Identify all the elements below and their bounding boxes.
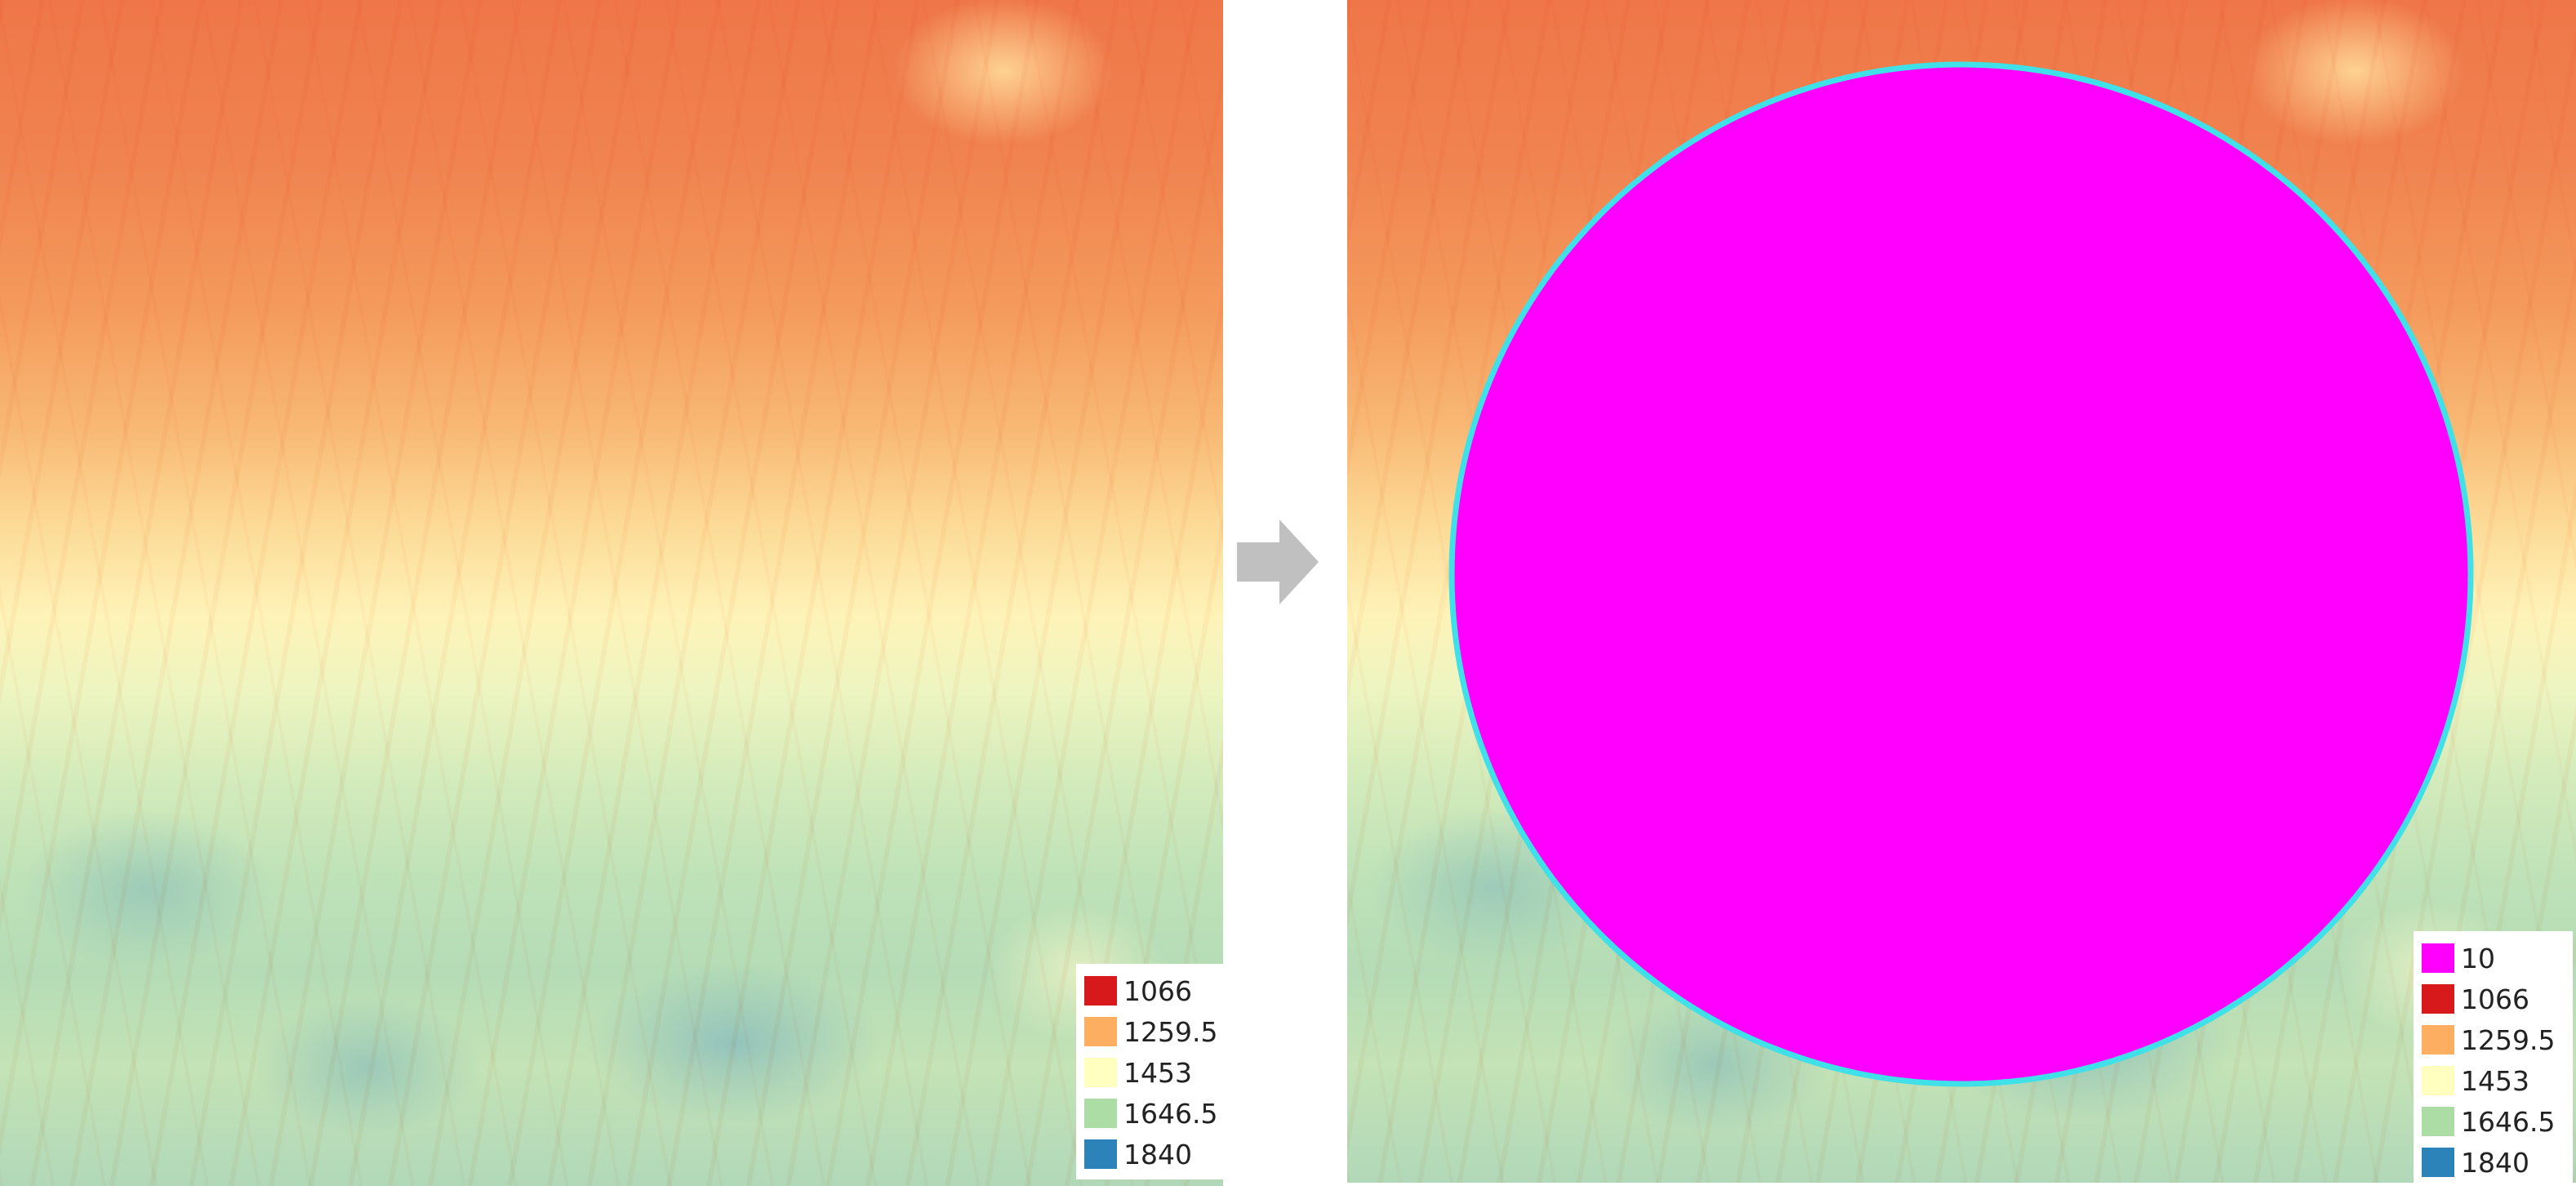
legend-swatch bbox=[1084, 1058, 1117, 1087]
legend-item: 1453 bbox=[2422, 1060, 2565, 1101]
buffer-circle bbox=[1448, 61, 2474, 1087]
legend-label: 1840 bbox=[1123, 1138, 1192, 1170]
legend-swatch bbox=[1084, 1139, 1117, 1169]
legend-swatch bbox=[2422, 1148, 2454, 1177]
legend-label: 10 bbox=[2461, 942, 2495, 974]
legend-item: 1066 bbox=[1084, 970, 1215, 1011]
legend-label: 1840 bbox=[2461, 1146, 2529, 1179]
legend-item: 1259.5 bbox=[1084, 1011, 1218, 1052]
legend-item: 1646.5 bbox=[2422, 1101, 2565, 1142]
legend-swatch bbox=[2422, 1107, 2454, 1136]
legend-item: 1066 bbox=[2422, 979, 2565, 1019]
legend-item: 10 bbox=[2422, 938, 2565, 979]
arrow-right-icon bbox=[1237, 519, 1319, 604]
elevation-raster bbox=[0, 0, 1223, 1186]
legend-label: 1646.5 bbox=[2461, 1105, 2556, 1138]
buffer-zone bbox=[1448, 61, 2474, 1087]
elevation-map-buffered: 10 1066 1259.5 1453 1646.5 1840 bbox=[1347, 0, 2576, 1183]
legend-label: 1259.5 bbox=[2461, 1023, 2556, 1056]
legend-item: 1840 bbox=[2422, 1142, 2565, 1183]
legend-label: 1453 bbox=[2461, 1064, 2529, 1097]
legend-label: 1646.5 bbox=[1123, 1097, 1218, 1130]
legend-swatch bbox=[1084, 1099, 1117, 1128]
legend-swatch bbox=[1084, 976, 1117, 1005]
legend-label: 1066 bbox=[1123, 974, 1192, 1007]
legend-swatch bbox=[2422, 984, 2454, 1014]
legend-label: 1066 bbox=[2461, 983, 2529, 1015]
legend-item: 1646.5 bbox=[1084, 1093, 1218, 1134]
elevation-map-original: 1066 1259.5 1453 1646.5 1840 bbox=[0, 0, 1223, 1186]
legend-item: 1259.5 bbox=[2422, 1019, 2565, 1060]
legend-buffered: 10 1066 1259.5 1453 1646.5 1840 bbox=[2414, 931, 2573, 1183]
legend-label: 1259.5 bbox=[1123, 1015, 1218, 1048]
legend-label: 1453 bbox=[1123, 1056, 1192, 1089]
legend-swatch bbox=[2422, 943, 2454, 973]
legend-swatch bbox=[1084, 1017, 1117, 1046]
legend-swatch bbox=[2422, 1066, 2454, 1095]
legend-swatch bbox=[2422, 1025, 2454, 1054]
legend-item: 1840 bbox=[1084, 1134, 1215, 1175]
legend-original: 1066 1259.5 1453 1646.5 1840 bbox=[1076, 964, 1223, 1179]
legend-item: 1453 bbox=[1084, 1052, 1215, 1093]
